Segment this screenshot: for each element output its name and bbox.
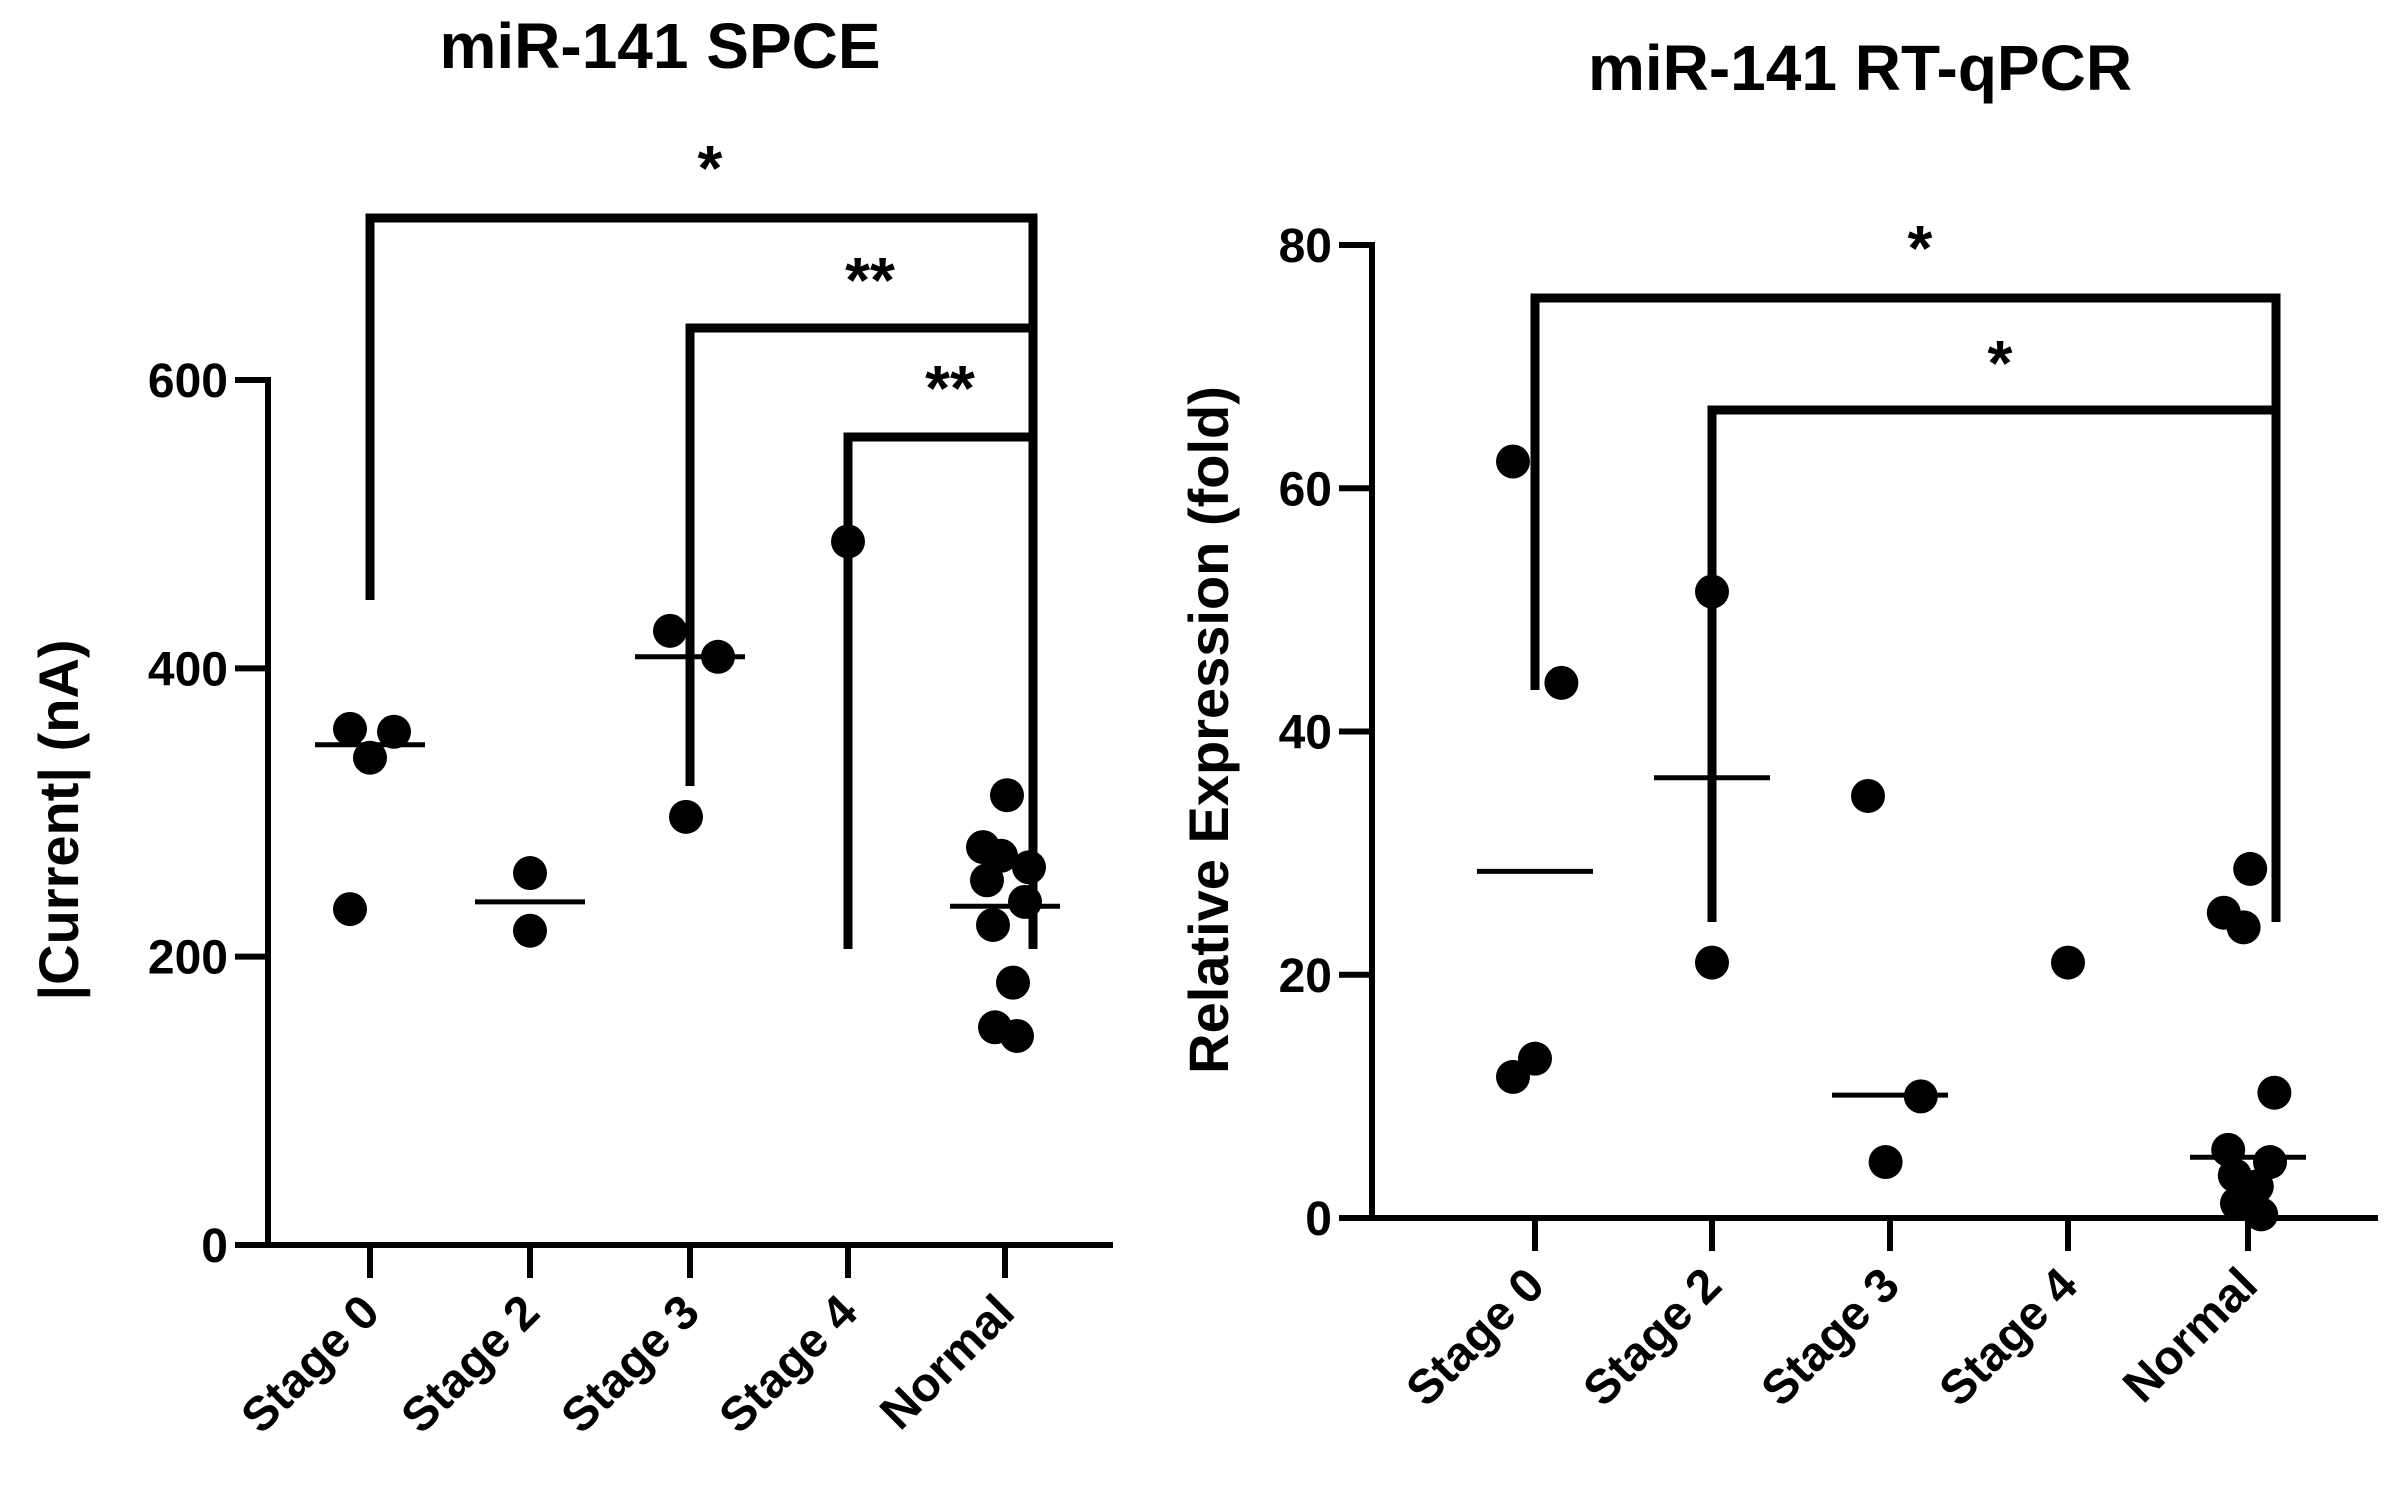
data-point — [2233, 851, 2268, 886]
y-axis-label: |Current| (nA) — [27, 639, 91, 1000]
data-point — [669, 799, 703, 834]
data-point — [990, 778, 1024, 813]
x-tick-label: Stage 0 — [1397, 1258, 1555, 1416]
chart-title: miR-141 RT-qPCR — [1588, 32, 2132, 104]
data-point — [2257, 1075, 2292, 1110]
data-point — [970, 863, 1004, 898]
significance-bracket — [843, 432, 1038, 949]
data-point — [1903, 1079, 1938, 1114]
data-point — [2051, 945, 2085, 980]
y-tick-label: 0 — [201, 1220, 228, 1273]
x-tick-label: Normal — [2113, 1258, 2267, 1412]
significance-bracket — [1530, 293, 2281, 690]
data-point — [2211, 1132, 2246, 1167]
data-point — [701, 639, 735, 674]
data-point — [2244, 1197, 2279, 1232]
y-axis-label: Relative Expression (fold) — [1177, 386, 1240, 1074]
data-point — [1000, 1018, 1034, 1053]
data-point — [333, 892, 367, 927]
data-point — [2226, 910, 2261, 945]
data-point — [333, 711, 367, 746]
x-tick-label: Stage 0 — [232, 1285, 390, 1443]
data-point — [831, 524, 865, 559]
chart-rtqpcr: miR-141 RT-qPCR Relative Expression (fol… — [1177, 32, 2378, 1417]
y-tick-label: 400 — [148, 643, 228, 696]
x-tick-label: Stage 4 — [710, 1285, 868, 1443]
significance-label: * — [1988, 327, 2013, 399]
x-tick-label: Normal — [870, 1285, 1024, 1439]
y-tick-label: 20 — [1279, 950, 1332, 1003]
x-tick-label: Stage 2 — [1574, 1258, 1732, 1416]
data-point — [653, 613, 687, 648]
data-point — [1012, 850, 1046, 885]
y-tick-label: 200 — [148, 932, 228, 985]
data-point — [996, 965, 1030, 1000]
data-point — [1695, 945, 1729, 980]
chart-title: miR-141 SPCE — [439, 10, 880, 82]
y-tick-label: 600 — [148, 355, 228, 408]
significance-label: ** — [925, 352, 975, 424]
data-point — [377, 714, 411, 749]
significance-bracket — [1707, 405, 2281, 922]
data-point — [1496, 444, 1530, 479]
data-point — [513, 856, 547, 891]
data-point — [513, 913, 547, 948]
x-tick-label: Stage 3 — [1752, 1258, 1910, 1416]
significance-bracket — [685, 323, 1038, 786]
y-tick-label: 80 — [1279, 220, 1332, 273]
y-tick-label: 60 — [1279, 463, 1332, 516]
data-point — [353, 740, 387, 775]
data-point — [1496, 1059, 1530, 1094]
x-tick-label: Stage 4 — [1930, 1258, 2088, 1416]
y-tick-label: 0 — [1305, 1193, 1332, 1246]
significance-label: * — [1908, 212, 1933, 284]
significance-label: ** — [845, 244, 895, 316]
y-tick-label: 40 — [1279, 707, 1332, 760]
significance-label: * — [698, 132, 723, 204]
data-point — [976, 907, 1010, 942]
data-point — [1544, 665, 1579, 700]
data-point — [1868, 1145, 1903, 1180]
data-point — [1008, 884, 1042, 919]
data-point — [1851, 778, 1885, 813]
x-tick-label: Stage 3 — [552, 1285, 710, 1443]
chart-spce: miR-141 SPCE |Current| (nA) 0 200 400 600 St… — [27, 10, 1113, 1444]
x-tick-label: Stage 2 — [392, 1285, 550, 1443]
data-point — [1695, 574, 1729, 609]
